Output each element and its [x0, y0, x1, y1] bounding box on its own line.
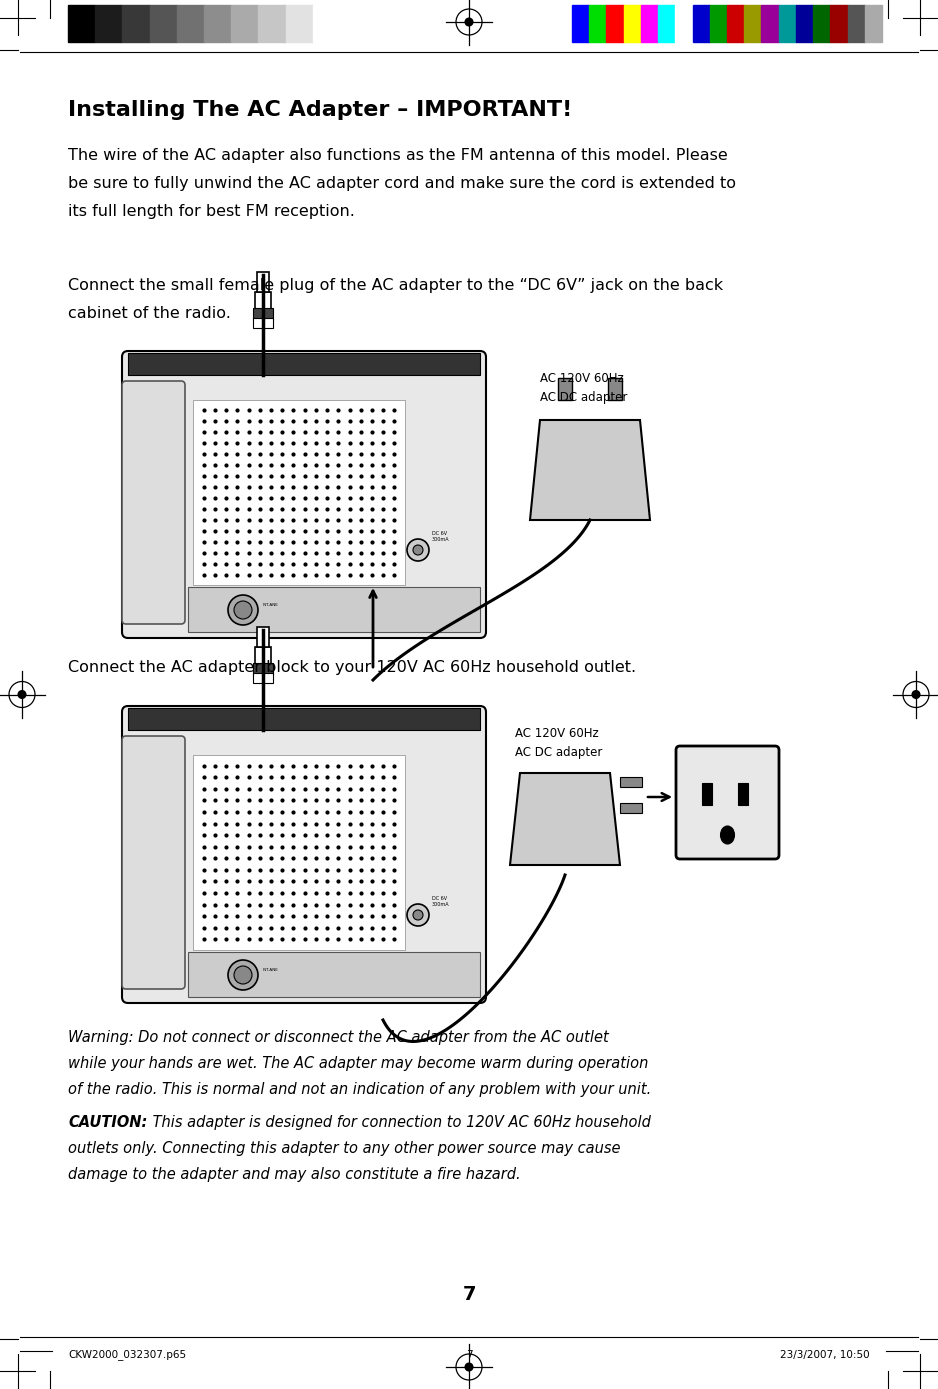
Ellipse shape — [234, 601, 252, 619]
Bar — [253, 663, 273, 675]
Bar — [257, 272, 269, 292]
Bar — [176, 6, 204, 42]
FancyBboxPatch shape — [122, 706, 486, 1003]
Bar — [572, 6, 589, 42]
Bar — [658, 6, 675, 42]
Bar — [620, 803, 642, 813]
Bar — [253, 308, 273, 319]
Text: INT.ANE: INT.ANE — [263, 968, 279, 972]
Bar — [744, 6, 762, 42]
Text: CAUTION:: CAUTION: — [68, 1115, 147, 1131]
Bar — [122, 6, 149, 42]
Bar — [149, 6, 176, 42]
Ellipse shape — [228, 960, 258, 990]
Bar — [762, 6, 779, 42]
Text: 7: 7 — [465, 1350, 473, 1360]
Text: DC 6V
300mA: DC 6V 300mA — [432, 531, 449, 542]
Ellipse shape — [228, 594, 258, 625]
Bar — [253, 674, 273, 683]
Bar — [193, 400, 405, 585]
Bar — [255, 647, 271, 665]
Text: AC DC adapter: AC DC adapter — [540, 390, 628, 404]
Bar — [692, 6, 710, 42]
Ellipse shape — [413, 910, 423, 920]
Bar — [738, 783, 748, 806]
Bar — [188, 951, 480, 997]
Bar — [255, 292, 271, 310]
Bar — [641, 6, 658, 42]
Text: CKW2000_032307.p65: CKW2000_032307.p65 — [68, 1350, 186, 1360]
Bar — [128, 353, 480, 375]
Text: AC 120V 60Hz: AC 120V 60Hz — [540, 372, 624, 385]
Text: of the radio. This is normal and not an indication of any problem with your unit: of the radio. This is normal and not an … — [68, 1082, 651, 1097]
Bar — [204, 6, 231, 42]
Ellipse shape — [413, 544, 423, 556]
Text: This adapter is designed for connection to 120V AC 60Hz household: This adapter is designed for connection … — [148, 1115, 651, 1131]
Bar — [710, 6, 727, 42]
Text: be sure to fully unwind the AC adapter cord and make sure the cord is extended t: be sure to fully unwind the AC adapter c… — [68, 176, 736, 192]
Bar — [589, 6, 607, 42]
Text: Installing The AC Adapter – IMPORTANT!: Installing The AC Adapter – IMPORTANT! — [68, 100, 572, 119]
Circle shape — [464, 1363, 474, 1371]
Bar — [608, 378, 622, 400]
Text: INT.ANE: INT.ANE — [263, 603, 279, 607]
Bar — [258, 6, 285, 42]
Bar — [68, 6, 95, 42]
Bar — [865, 6, 882, 42]
FancyBboxPatch shape — [122, 381, 185, 624]
Bar — [312, 6, 340, 42]
Ellipse shape — [407, 904, 429, 926]
FancyBboxPatch shape — [676, 746, 779, 858]
Text: DC 6V
300mA: DC 6V 300mA — [432, 896, 449, 907]
Bar — [257, 626, 269, 647]
Ellipse shape — [234, 965, 252, 983]
Text: The wire of the AC adapter also functions as the FM antenna of this model. Pleas: The wire of the AC adapter also function… — [68, 149, 728, 163]
Bar — [779, 6, 795, 42]
Bar — [702, 783, 712, 806]
Circle shape — [912, 690, 920, 699]
Bar — [128, 708, 480, 731]
Bar — [607, 6, 624, 42]
Bar — [95, 6, 122, 42]
FancyBboxPatch shape — [122, 736, 185, 989]
FancyBboxPatch shape — [122, 351, 486, 638]
Bar — [188, 588, 480, 632]
Text: 23/3/2007, 10:50: 23/3/2007, 10:50 — [780, 1350, 870, 1360]
Text: 7: 7 — [462, 1285, 476, 1304]
Bar — [558, 378, 572, 400]
Text: cabinet of the radio.: cabinet of the radio. — [68, 306, 231, 321]
Ellipse shape — [720, 826, 734, 845]
Ellipse shape — [407, 539, 429, 561]
Text: while your hands are wet. The AC adapter may become warm during operation: while your hands are wet. The AC adapter… — [68, 1056, 648, 1071]
Text: Connect the AC adapter block to your 120V AC 60Hz household outlet.: Connect the AC adapter block to your 120… — [68, 660, 636, 675]
Bar — [848, 6, 865, 42]
Bar — [813, 6, 830, 42]
Text: its full length for best FM reception.: its full length for best FM reception. — [68, 204, 355, 219]
Bar — [253, 318, 273, 328]
Bar — [727, 6, 744, 42]
Polygon shape — [510, 774, 620, 865]
Polygon shape — [530, 419, 650, 519]
Text: Warning: Do not connect or disconnect the AC adapter from the AC outlet: Warning: Do not connect or disconnect th… — [68, 1031, 609, 1045]
Bar — [285, 6, 312, 42]
Circle shape — [464, 18, 474, 26]
Text: AC 120V 60Hz: AC 120V 60Hz — [515, 726, 598, 740]
Text: damage to the adapter and may also constitute a fire hazard.: damage to the adapter and may also const… — [68, 1167, 521, 1182]
Text: outlets only. Connecting this adapter to any other power source may cause: outlets only. Connecting this adapter to… — [68, 1140, 621, 1156]
Bar — [624, 6, 641, 42]
Text: AC DC adapter: AC DC adapter — [515, 746, 602, 758]
Bar — [193, 756, 405, 950]
Bar — [675, 6, 692, 42]
Bar — [231, 6, 258, 42]
Circle shape — [18, 690, 26, 699]
Bar — [795, 6, 813, 42]
Bar — [830, 6, 848, 42]
Bar — [620, 776, 642, 788]
Text: Connect the small female plug of the AC adapter to the “DC 6V” jack on the back: Connect the small female plug of the AC … — [68, 278, 723, 293]
